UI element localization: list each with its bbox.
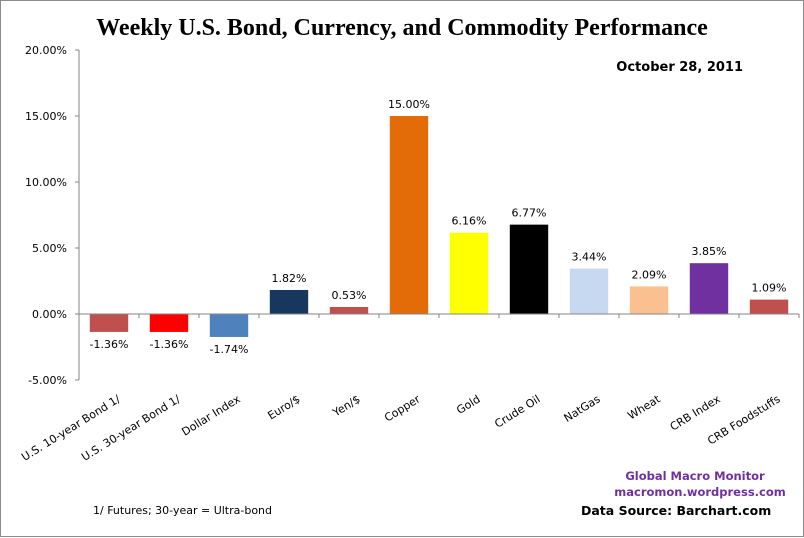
bar [449,232,489,314]
bar [569,268,609,314]
data-source: Data Source: Barchart.com [581,503,771,518]
data-label: 1.82% [272,272,307,285]
data-label: 1.09% [752,282,787,295]
data-label: 3.44% [572,251,607,264]
data-label: -1.74% [210,343,249,356]
data-label: 6.77% [512,207,547,220]
data-label: 3.85% [692,245,727,258]
y-axis: -5.00% 0.00% 5.00% 10.00% 15.00% 20.00% [25,44,80,387]
bar [389,116,429,314]
bars: -1.36% -1.36% -1.74% 1.82% 0.53% 15.00% 6.16% 6… [90,98,789,356]
category-label: Yen/$ [330,393,363,420]
category-label: Gold [454,393,482,417]
y-tick-label: 15.00% [25,110,67,123]
category-label: Crude Oil [492,393,542,431]
category-label: U.S. 10-year Bond 1/ [19,392,123,463]
category-label: Wheat [625,392,663,422]
data-label: -1.36% [90,338,129,351]
y-tick-label: 0.00% [32,308,67,321]
x-axis: U.S. 10-year Bond 1/U.S. 30-year Bond 1/… [19,313,800,464]
data-label: 15.00% [388,98,430,111]
bar [509,224,549,314]
brand-name: Global Macro Monitor [625,469,765,483]
category-label: Euro/$ [265,393,302,423]
bar [89,314,129,332]
data-label: -1.36% [150,338,189,351]
y-tick-label: -5.00% [28,374,67,387]
footnote: 1/ Futures; 30-year = Ultra-bond [93,504,272,517]
category-label: Copper [382,392,423,424]
bar [209,314,249,337]
data-label: 2.09% [632,268,667,281]
bar [269,289,309,314]
chart-title: Weekly U.S. Bond, Currency, and Commodit… [96,15,708,41]
category-label: Dollar Index [179,392,243,438]
category-label: CRB Index [668,392,723,433]
bar [149,314,189,332]
bar [689,263,729,314]
category-label: NatGas [562,392,603,425]
bar [749,299,789,314]
bar [629,286,669,314]
bar [329,307,369,314]
chart-date: October 28, 2011 [616,60,743,75]
data-label: 0.53% [332,289,367,302]
y-tick-label: 10.00% [25,176,67,189]
y-tick-label: 20.00% [25,44,67,57]
brand-url: macromon.wordpress.com [614,485,785,499]
data-label: 6.16% [452,215,487,228]
category-label: U.S. 30-year Bond 1/ [79,392,183,463]
y-tick-label: 5.00% [32,242,67,255]
